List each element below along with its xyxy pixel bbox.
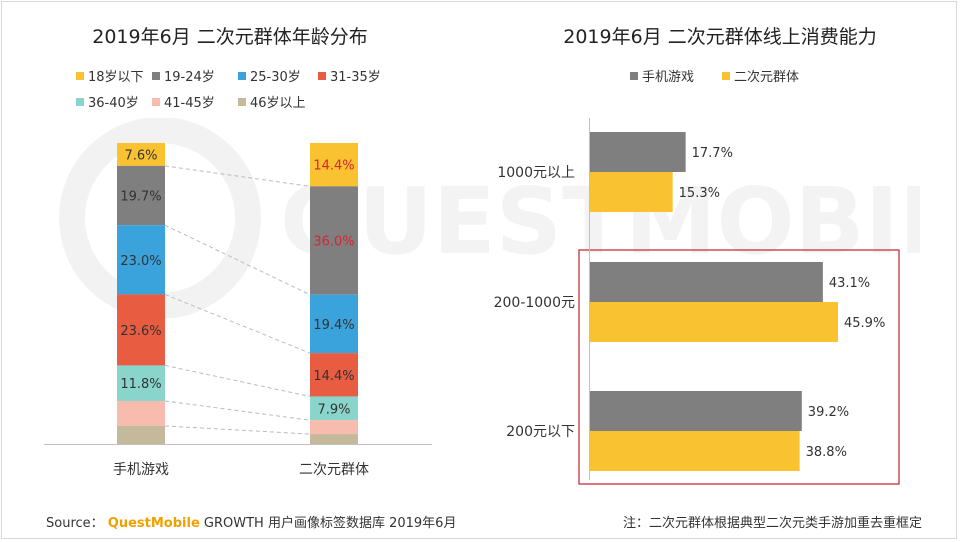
data-label: 23.6% xyxy=(120,324,161,339)
footer-source-prefix: Source： xyxy=(46,516,104,531)
legend-item-1: 18岁以下 xyxy=(76,66,144,85)
bar-segment-2-2 xyxy=(310,186,358,295)
left-chart-title: 2019年6月 二次元群体年龄分布 xyxy=(92,26,368,48)
data-label: 39.2% xyxy=(808,405,849,420)
data-label: 45.9% xyxy=(844,316,885,331)
legend-item-6: 41-45岁 xyxy=(152,92,215,111)
legend-label: 36-40岁 xyxy=(88,96,139,111)
footer-note: 注：二次元群体根据典型二次元类手游加重去重框定 xyxy=(622,516,922,531)
bar-segment-1-4 xyxy=(117,294,165,366)
data-label: 17.7% xyxy=(692,146,733,161)
connector-line xyxy=(164,293,311,354)
legend-label: 46岁以上 xyxy=(250,96,306,111)
footer-brand: QuestMobile xyxy=(107,516,200,531)
legend-label: 18岁以下 xyxy=(88,70,144,85)
connector-line xyxy=(164,364,311,397)
bar-segment-2-6 xyxy=(310,420,358,435)
bar-1-2 xyxy=(590,172,673,212)
data-label: 15.3% xyxy=(679,186,720,201)
legend-swatch-icon xyxy=(152,71,160,80)
data-label: 14.4% xyxy=(313,159,354,174)
legend-label: 19-24岁 xyxy=(164,70,215,85)
bar-segment-1-2 xyxy=(117,165,165,226)
bar-segment-2-1 xyxy=(310,143,358,187)
legend-label: 41-45岁 xyxy=(164,96,215,111)
legend-swatch-icon xyxy=(152,97,160,106)
legend-item-5: 36-40岁 xyxy=(76,92,139,111)
bar-1-1 xyxy=(590,132,686,172)
connector-line xyxy=(164,400,311,421)
data-label: 43.1% xyxy=(829,276,870,291)
data-label: 19.7% xyxy=(120,190,161,205)
data-label: 7.6% xyxy=(124,148,157,163)
category-label: 200元以下 xyxy=(506,424,575,440)
bar-segment-2-3 xyxy=(310,294,358,354)
right-chart-title: 2019年6月 二次元群体线上消费能力 xyxy=(563,26,877,48)
category-label: 二次元群体 xyxy=(299,462,369,478)
legend-label: 二次元群体 xyxy=(734,70,800,85)
bar-segment-1-3 xyxy=(117,225,165,295)
highlight-box xyxy=(578,249,900,485)
legend-swatch-icon xyxy=(722,71,730,80)
category-label: 手机游戏 xyxy=(113,462,169,478)
legend-swatch-icon xyxy=(76,97,84,106)
bar-segment-1-7 xyxy=(117,425,165,444)
bar-segment-2-7 xyxy=(310,434,358,444)
bar-segment-2-5 xyxy=(310,396,358,421)
connector-line xyxy=(164,425,311,435)
legend-item-2: 二次元群体 xyxy=(722,66,799,85)
bar-segment-1-1 xyxy=(117,143,165,166)
footer-source-suffix: GROWTH 用户画像标签数据库 2019年6月 xyxy=(203,516,457,531)
category-label: 1000元以上 xyxy=(497,165,575,181)
data-label: 38.8% xyxy=(806,445,847,460)
legend-swatch-icon xyxy=(238,97,246,106)
bar-3-2 xyxy=(590,431,800,471)
data-label: 14.4% xyxy=(313,369,354,384)
legend-swatch-icon xyxy=(630,71,638,80)
bar-2-1 xyxy=(590,262,823,302)
category-label: 200-1000元 xyxy=(494,295,575,311)
legend-swatch-icon xyxy=(76,71,84,80)
legend-swatch-icon xyxy=(238,71,246,80)
data-label: 36.0% xyxy=(313,235,354,250)
connector-line xyxy=(164,165,311,187)
legend-item-3: 25-30岁 xyxy=(238,66,301,85)
bar-3-1 xyxy=(590,391,802,431)
data-label: 7.9% xyxy=(317,402,350,417)
bar-segment-1-5 xyxy=(117,365,165,401)
data-label: 11.8% xyxy=(120,377,161,392)
legend-label: 31-35岁 xyxy=(330,70,381,85)
legend-item-7: 46岁以上 xyxy=(238,92,306,111)
legend-label: 手机游戏 xyxy=(642,70,695,85)
bar-segment-1-6 xyxy=(117,400,165,426)
legend-label: 25-30岁 xyxy=(250,70,301,85)
legend-item-1: 手机游戏 xyxy=(630,66,694,85)
connector-line xyxy=(164,224,311,296)
legend-item-4: 31-35岁 xyxy=(318,66,381,85)
legend-item-2: 19-24岁 xyxy=(152,66,215,85)
data-label: 23.0% xyxy=(120,254,161,269)
footer-source: Source： QuestMobile GROWTH 用户画像标签数据库 201… xyxy=(46,512,456,531)
legend-swatch-icon xyxy=(318,71,326,80)
data-label: 19.4% xyxy=(313,318,354,333)
bar-segment-2-4 xyxy=(310,353,358,397)
bar-2-2 xyxy=(590,302,838,342)
